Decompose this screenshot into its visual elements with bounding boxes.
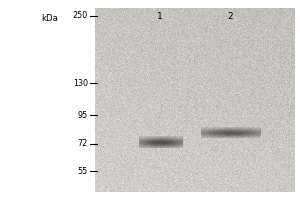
- Text: 130: 130: [73, 79, 88, 88]
- Text: kDa: kDa: [41, 14, 58, 23]
- Text: 2: 2: [227, 12, 233, 21]
- Text: 72: 72: [78, 139, 88, 148]
- Text: 55: 55: [78, 167, 88, 176]
- Text: 95: 95: [78, 111, 88, 120]
- Text: 250: 250: [73, 11, 88, 20]
- Text: 1: 1: [157, 12, 163, 21]
